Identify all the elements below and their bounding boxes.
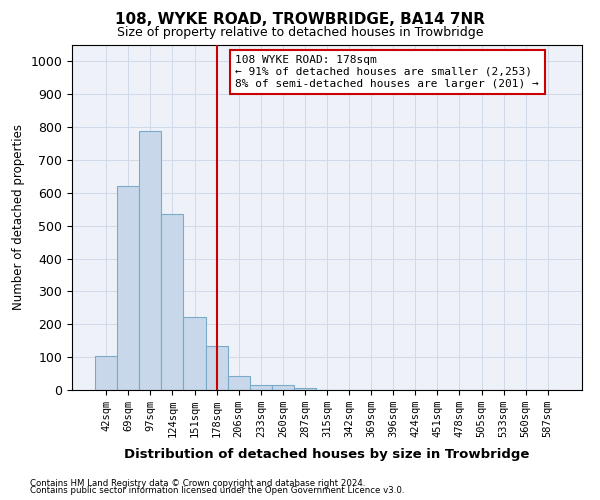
- Text: 108 WYKE ROAD: 178sqm
← 91% of detached houses are smaller (2,253)
8% of semi-de: 108 WYKE ROAD: 178sqm ← 91% of detached …: [235, 56, 539, 88]
- Bar: [272, 386, 294, 390]
- Bar: [294, 388, 316, 390]
- X-axis label: Distribution of detached houses by size in Trowbridge: Distribution of detached houses by size …: [124, 448, 530, 462]
- Text: 108, WYKE ROAD, TROWBRIDGE, BA14 7NR: 108, WYKE ROAD, TROWBRIDGE, BA14 7NR: [115, 12, 485, 28]
- Bar: [206, 346, 227, 390]
- Bar: [117, 186, 139, 390]
- Bar: [184, 317, 206, 390]
- Bar: [139, 132, 161, 390]
- Text: Size of property relative to detached houses in Trowbridge: Size of property relative to detached ho…: [117, 26, 483, 39]
- Bar: [250, 386, 272, 390]
- Text: Contains HM Land Registry data © Crown copyright and database right 2024.: Contains HM Land Registry data © Crown c…: [30, 478, 365, 488]
- Bar: [227, 376, 250, 390]
- Y-axis label: Number of detached properties: Number of detached properties: [12, 124, 25, 310]
- Bar: [95, 356, 117, 390]
- Text: Contains public sector information licensed under the Open Government Licence v3: Contains public sector information licen…: [30, 486, 404, 495]
- Bar: [161, 214, 184, 390]
